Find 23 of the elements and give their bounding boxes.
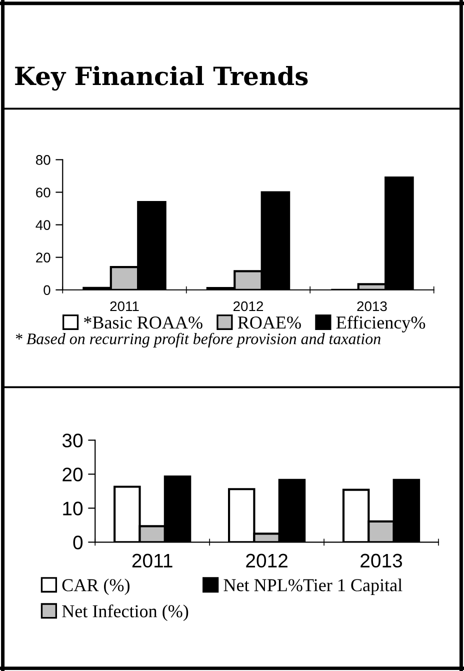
- chart-title: Key Financial Trends: [15, 66, 308, 91]
- y-tick-label: 0: [73, 536, 83, 550]
- x-tick-label: 2013: [357, 301, 387, 312]
- y-tick-label: 60: [36, 188, 50, 198]
- legend-label: *Basic ROAA%: [84, 316, 202, 329]
- legend-label: ROAE%: [238, 316, 301, 329]
- y-tick-label: 40: [36, 220, 50, 230]
- y-tick-label: 10: [63, 502, 83, 516]
- x-tick-label: 2013: [360, 554, 402, 568]
- y-tick-label: 80: [36, 155, 50, 165]
- legend-label: CAR (%): [62, 578, 130, 595]
- legend-label: Net NPL%Tier 1 Capital: [224, 578, 402, 595]
- y-tick-label: 30: [62, 434, 83, 448]
- x-tick-label: 2011: [110, 301, 139, 312]
- x-tick-label: 2012: [233, 301, 263, 312]
- text: * Based on recurring profit before provision and taxation: [16, 332, 380, 348]
- y-tick-label: 0: [44, 285, 50, 296]
- x-tick-label: 2011: [132, 554, 172, 568]
- legend-label: Efficiency%: [336, 316, 426, 332]
- y-tick-label: 20: [62, 468, 83, 482]
- legend-label: Net Infection (%): [62, 604, 188, 622]
- x-tick-label: 2012: [246, 554, 288, 568]
- y-tick-label: 20: [36, 252, 50, 262]
